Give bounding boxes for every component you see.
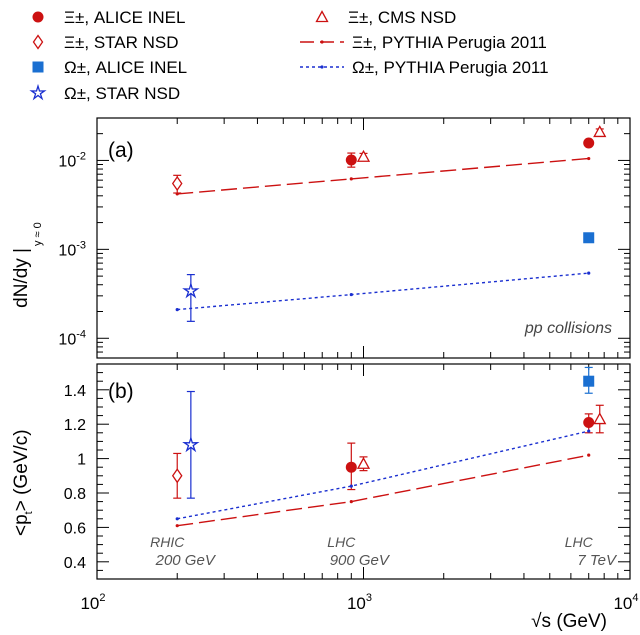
b-alice-inel-point — [345, 461, 357, 473]
b-alice-inel-point — [583, 416, 595, 428]
b-star-nsd-point — [171, 468, 183, 484]
panel-a-ytick-label: 10-3 — [58, 239, 86, 259]
panel-a: 10-4 10-3 10-2 (a) pp collisions dN/dy | y… — [11, 117, 631, 359]
legend-pythia-perugia-2011-dot — [320, 40, 324, 44]
a-pythia-perugia-2011-curve — [177, 272, 589, 311]
legend-pythia-perugia-2011-dot — [320, 65, 324, 69]
legend-alice-inel-label: Ω±, ALICE INEL — [64, 58, 187, 77]
legend-cms-nsd-marker — [315, 10, 329, 23]
legend-star-nsd-label: Ξ±, STAR NSD — [64, 33, 179, 52]
panel-a-ylabel: dN/dy | y ≈ 0 — [11, 222, 44, 308]
panel-a-ytick-label: 10-4 — [58, 328, 86, 348]
a-star-nsd-point — [182, 281, 200, 299]
x-tick-label: 104 — [613, 592, 638, 613]
energy-value-900-gev: 900 GeV — [330, 552, 391, 569]
panel-a-ylabel-sub: y ≈ 0 — [32, 222, 44, 246]
panel-a-label: (a) — [108, 139, 134, 162]
legend-pythia-perugia-2011-label: Ω±, PYTHIA Perugia 2011 — [352, 58, 549, 77]
panel-b-ytick-label: 1 — [77, 452, 86, 469]
panel-a-ytick-label: 10-2 — [58, 150, 86, 170]
a-pythia-perugia-2011-point — [587, 156, 591, 161]
a-alice-inel-point — [345, 154, 357, 166]
panel-b-ylabel-tail: > (GeV/c) — [11, 429, 32, 511]
energy-value-200-gev: 200 GeV — [155, 552, 217, 569]
b-pythia-perugia-2011-curve — [177, 430, 589, 520]
a-alice-inel-point — [583, 137, 595, 149]
b-pythia-perugia-2011-point — [175, 524, 179, 528]
panel-b-label: (b) — [108, 380, 134, 403]
legend-star-nsd-marker — [29, 83, 47, 101]
panel-b-ytick-label: 0.4 — [64, 555, 86, 572]
a-pythia-perugia-2011-point — [175, 308, 179, 312]
a-pythia-perugia-2011-point — [349, 177, 353, 181]
legend-alice-inel-marker — [32, 11, 44, 23]
b-pythia-perugia-2011-point — [587, 453, 591, 457]
b-pythia-perugia-2011-point — [349, 484, 353, 488]
b-pythia-perugia-2011-curve — [177, 454, 589, 527]
panel-b-ytick-label: 1.4 — [64, 383, 86, 400]
b-cms-nsd-point — [593, 412, 607, 425]
a-pythia-perugia-2011-point — [349, 292, 353, 297]
b-star-nsd-point — [182, 435, 200, 453]
panel-b: 0.4 0.6 0.8 1 1.2 1.4 102 103 104 RHIC 200 GeV LHC… — [11, 363, 639, 632]
panel-b-ylabel-text: <p — [11, 514, 32, 536]
panel-b-ytick-label: 0.6 — [64, 520, 86, 537]
legend-star-nsd-marker — [32, 34, 44, 50]
b-pythia-perugia-2011-point — [175, 517, 179, 521]
pp-collisions-annotation: pp collisions — [524, 320, 612, 337]
legend-alice-inel-marker — [32, 61, 44, 73]
x-axis-label: √s (GeV) — [531, 611, 607, 632]
a-cms-nsd-point — [593, 125, 607, 138]
legend-alice-inel-label: Ξ±, ALICE INEL — [64, 8, 185, 27]
a-pythia-perugia-2011-point — [175, 192, 179, 196]
legend: Ξ±, ALICE INEL Ξ±, STAR NSD Ω±, ALICE INEL… — [29, 8, 549, 103]
x-tick-label: 103 — [347, 592, 372, 613]
panel-a-ylabel-text: dN/dy | — [11, 248, 32, 308]
a-star-nsd-point — [171, 175, 183, 192]
panel-b-ylabel: <pt> (GeV/c) — [11, 429, 35, 536]
panel-b-ytick-label: 0.8 — [64, 486, 86, 503]
energy-label-200-gev: RHIC — [150, 534, 185, 550]
energy-value-7-tev: 7 TeV — [577, 552, 618, 569]
legend-star-nsd-label: Ω±, STAR NSD — [64, 84, 180, 103]
b-pythia-perugia-2011-point — [349, 500, 353, 504]
energy-label-7-tev: LHC — [565, 534, 594, 550]
energy-label-900-gev: LHC — [327, 534, 356, 550]
b-pythia-perugia-2011-point — [587, 429, 591, 433]
legend-pythia-perugia-2011-label: Ξ±, PYTHIA Perugia 2011 — [352, 33, 547, 52]
panel-b-ylabel-sub: t — [23, 511, 35, 514]
svg-text:<pt> (GeV/c): <pt> (GeV/c) — [11, 429, 35, 536]
a-alice-inel-point — [583, 232, 595, 244]
a-cms-nsd-point — [356, 149, 371, 162]
x-tick-label: 102 — [80, 592, 105, 613]
b-alice-inel-point — [583, 375, 595, 387]
panel-b-ytick-label: 1.2 — [64, 417, 86, 434]
a-pythia-perugia-2011-curve — [177, 157, 589, 195]
a-pythia-perugia-2011-point — [587, 271, 591, 275]
b-cms-nsd-point — [356, 456, 371, 469]
legend-cms-nsd-label: Ξ±, CMS NSD — [348, 8, 456, 27]
